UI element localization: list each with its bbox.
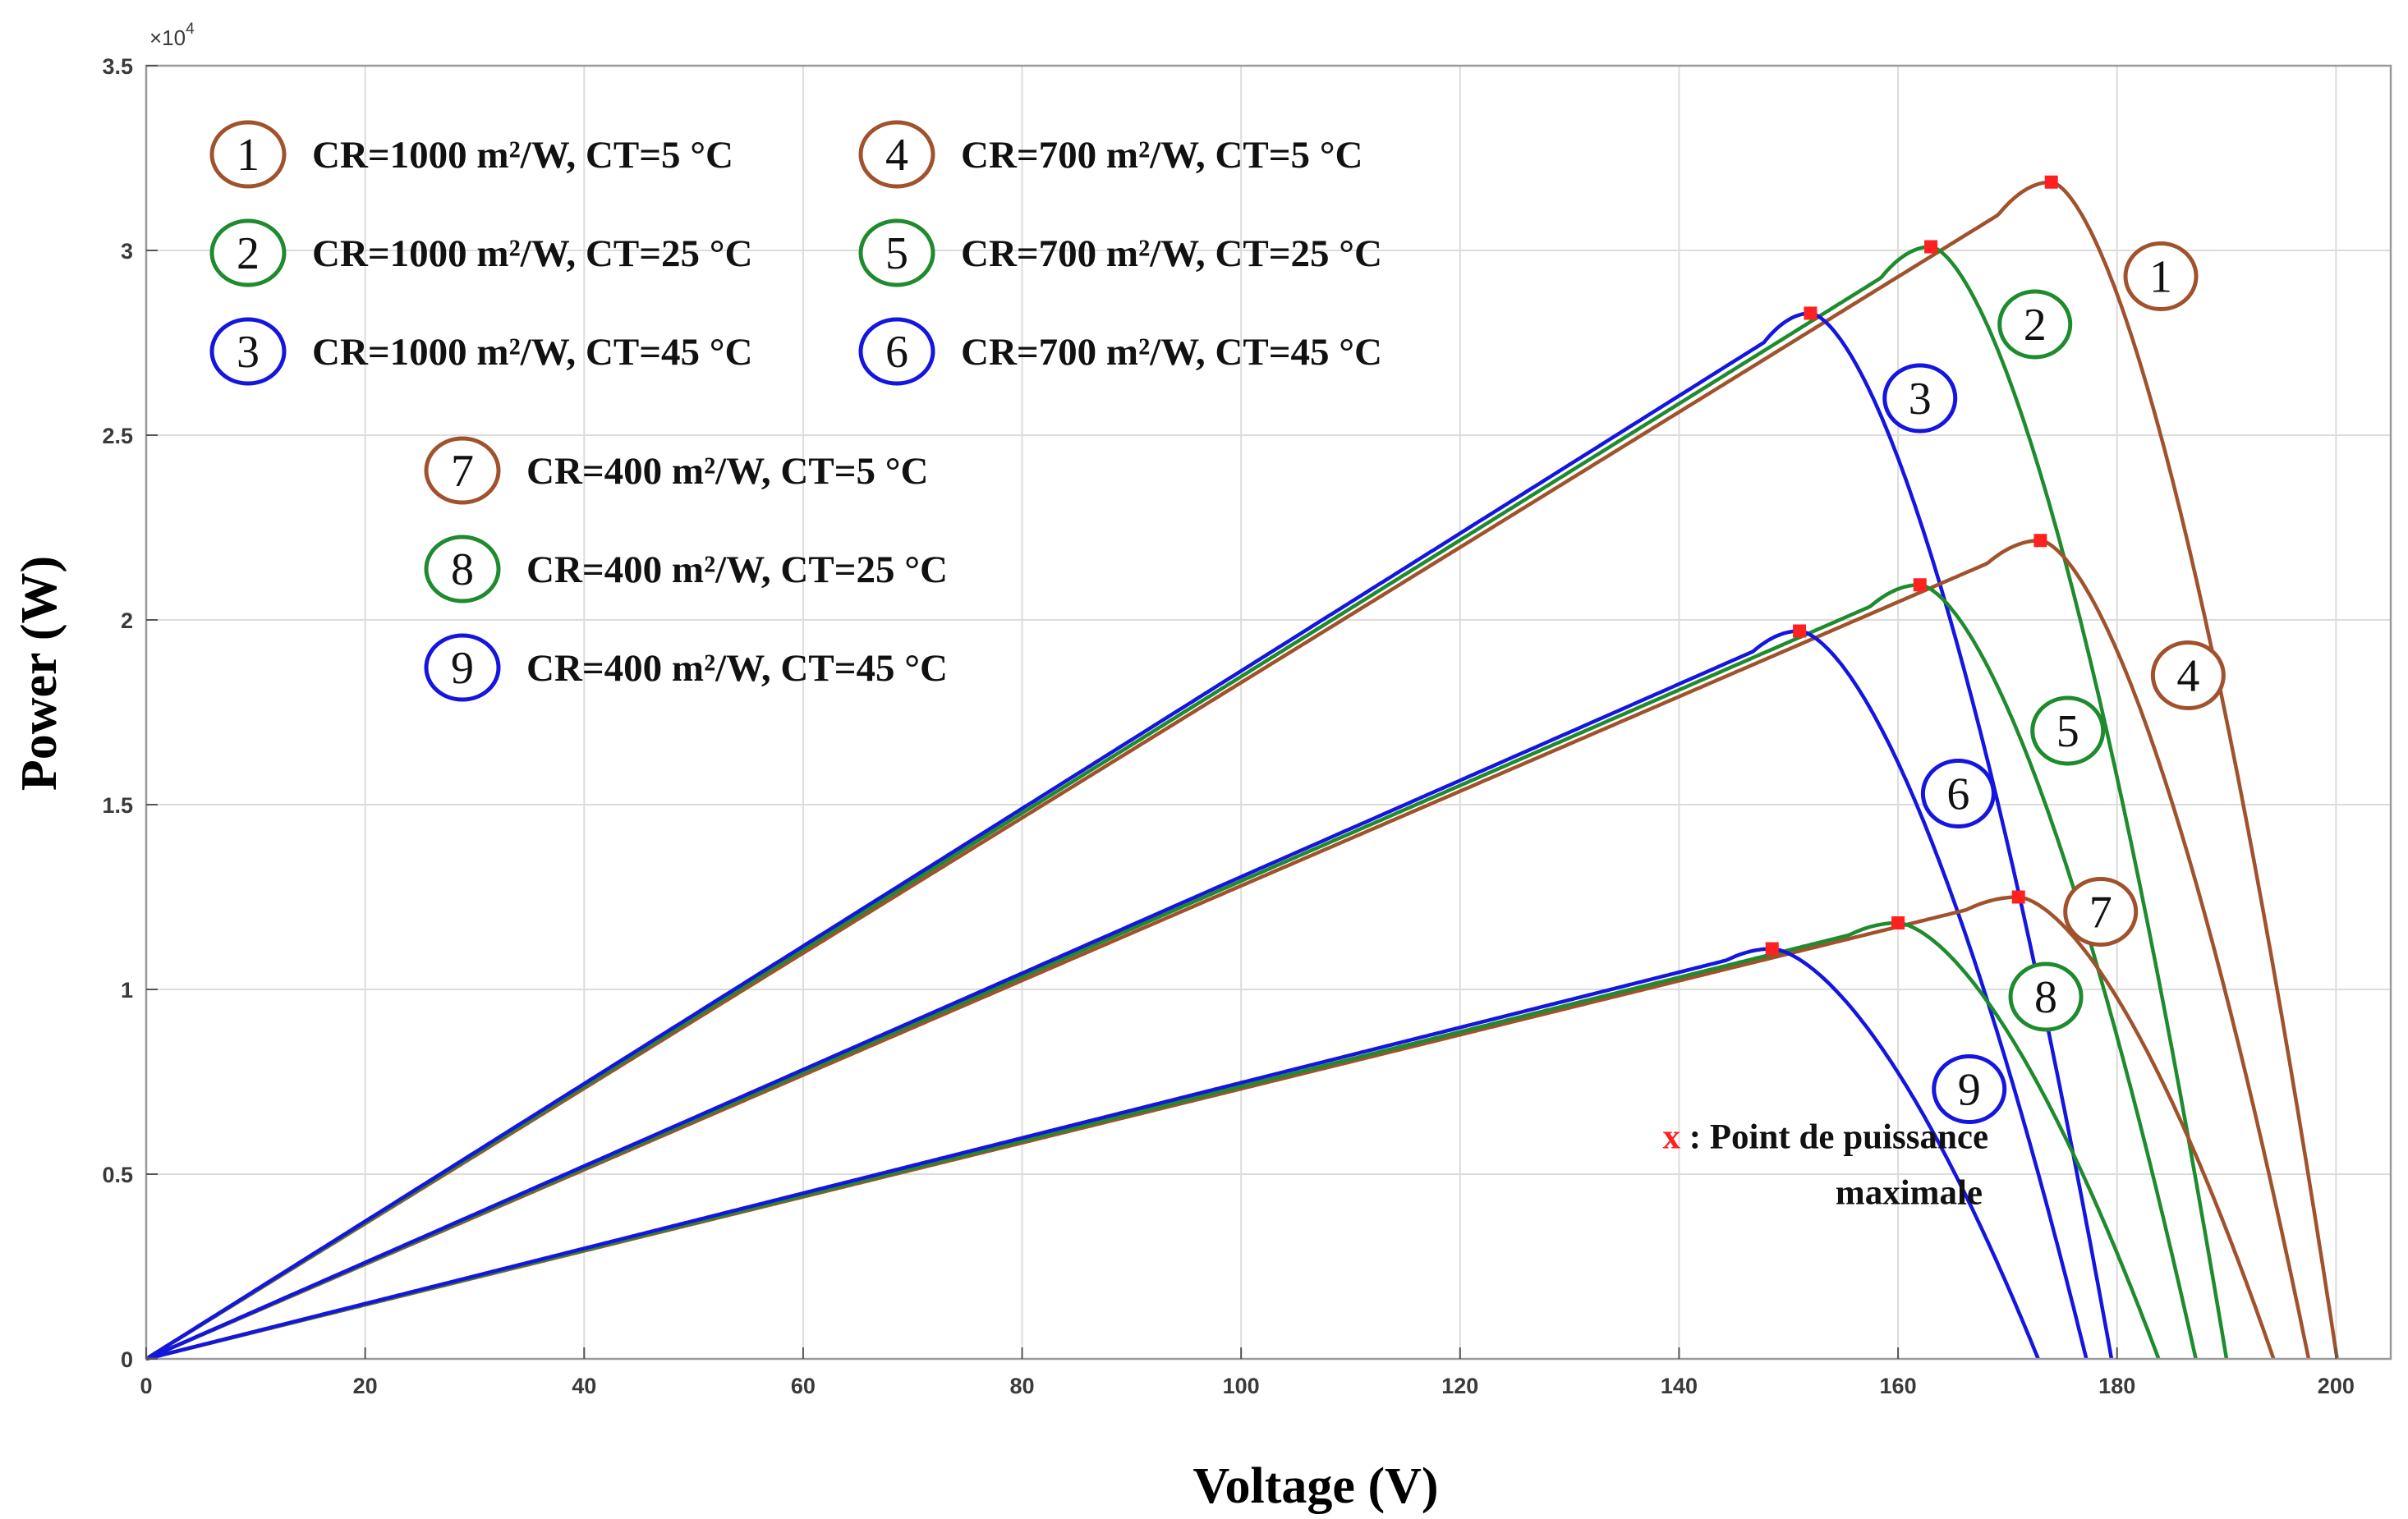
series-6-line	[145, 629, 2089, 1361]
mpp-marker-9	[1765, 942, 1779, 956]
legend-badge-number: 2	[237, 228, 260, 279]
y-multiplier-exponent: 4	[186, 21, 195, 38]
y-multiplier-base: ×10	[149, 25, 186, 50]
curve-badge-8	[2008, 961, 2084, 1032]
max-power-points	[1765, 175, 2058, 956]
curve-badge-5	[2030, 695, 2106, 766]
curve-label-badges: 1 2 3 4 5 6 78 9	[1882, 241, 2226, 1124]
legend-badge-2	[209, 218, 287, 287]
legend-entry-1: CR=1000 m²/W, CT=5 °C	[312, 134, 733, 177]
mpp-annotation-line2: maximale	[1836, 1174, 1983, 1213]
legend-badge-number: 6	[885, 327, 908, 378]
legend-badge-8	[424, 535, 501, 603]
x-tick-label: 80	[1010, 1374, 1035, 1398]
x-tick-label: 0	[140, 1374, 152, 1398]
x-tick-label: 40	[572, 1374, 596, 1398]
x-tick-label: 200	[2318, 1374, 2355, 1398]
curve-badge-3	[1882, 363, 1958, 434]
mpp-annotation-line1: x : Point de puissance	[1662, 1118, 1988, 1157]
x-axis-title: Voltage (V)	[1193, 1458, 1438, 1514]
y-axis-ticks: 0 0.5 1 1.5 2 2.5 3 3.5	[102, 54, 158, 1372]
legend-badge-4	[858, 120, 935, 189]
y-tick-label: 1.5	[102, 793, 133, 818]
mpp-annotation: x : Point de puissance maximale	[1662, 1118, 1988, 1213]
legend-badge-6	[858, 317, 935, 386]
legend-entry-7: CR=400 m²/W, CT=5 °C	[526, 450, 928, 493]
y-tick-label: 3.5	[102, 54, 133, 79]
mpp-marker-7	[2011, 890, 2025, 904]
mpp-marker-4	[2033, 534, 2047, 548]
curve-badge-6	[1920, 759, 1996, 828]
curve-badge-7	[2063, 877, 2139, 947]
curve-badge-number: 9	[1958, 1065, 1981, 1116]
y-tick-label: 2	[121, 608, 133, 633]
legend-badge-number: 1	[237, 130, 260, 181]
legend-badge-7	[424, 436, 501, 505]
legend-badge-number: 7	[451, 446, 474, 497]
mpp-annotation-text: : Point de puissance	[1680, 1118, 1988, 1157]
curve-badge-number: 3	[1909, 374, 1932, 424]
y-tick-label: 0.5	[102, 1163, 133, 1187]
curve-badge-number: 8	[2034, 972, 2057, 1023]
curve-badge-number: 4	[2176, 651, 2199, 702]
legend-entry-9: CR=400 m²/W, CT=45 °C	[526, 647, 948, 690]
legend-badge-9	[424, 633, 501, 702]
legend-badge-number: 4	[885, 130, 908, 181]
curve-badge-4	[2150, 640, 2226, 710]
plot-area	[146, 66, 2391, 1359]
series-layer	[145, 180, 2339, 1361]
y-tick-label: 3	[121, 239, 133, 264]
x-tick-label: 100	[1223, 1374, 1260, 1398]
curve-badge-number: 2	[2024, 300, 2047, 351]
legend-badge-number: 5	[885, 228, 908, 279]
x-tick-label: 180	[2098, 1374, 2135, 1398]
x-tick-label: 60	[791, 1374, 816, 1398]
legend-badge-1	[209, 120, 287, 189]
legend-badge-number: 9	[451, 643, 474, 694]
mpp-marker-1	[2044, 175, 2058, 189]
y-tick-label: 0	[121, 1347, 133, 1372]
mpp-marker-6	[1793, 624, 1807, 638]
x-axis-ticks: 0 20 40 60 80 100 120 140 160 180 200	[140, 1347, 2355, 1398]
curve-badge-number: 6	[1946, 769, 1969, 820]
x-tick-label: 20	[353, 1374, 378, 1398]
y-axis-title: Power (W)	[11, 556, 67, 791]
legend-entry-5: CR=700 m²/W, CT=25 °C	[961, 232, 1382, 275]
plot-frame	[145, 64, 2392, 1361]
series-9-line	[145, 947, 2040, 1361]
legend-badge-5	[858, 218, 935, 287]
legend-entry-2: CR=1000 m²/W, CT=25 °C	[312, 232, 752, 275]
legend-badge-number: 3	[237, 327, 260, 378]
curve-badge-number: 5	[2056, 706, 2079, 757]
mpp-marker-2	[1924, 240, 1938, 254]
mpp-marker-5	[1913, 578, 1927, 592]
x-tick-label: 140	[1661, 1374, 1698, 1398]
legend-entry-6: CR=700 m²/W, CT=45 °C	[961, 331, 1382, 374]
curve-badge-9	[1932, 1054, 2007, 1124]
legend-badge-3	[209, 317, 287, 386]
y-multiplier-label: ×104	[149, 21, 195, 50]
series-3-line	[145, 311, 2114, 1361]
curve-badge-number: 7	[2089, 888, 2112, 938]
legend-entry-3: CR=1000 m²/W, CT=45 °C	[312, 331, 752, 374]
legend-entry-8: CR=400 m²/W, CT=25 °C	[526, 548, 948, 591]
curve-badge-number: 1	[2149, 252, 2172, 303]
x-tick-label: 120	[1441, 1374, 1478, 1398]
legend: 1 CR=1000 m²/W, CT=5 °C 2 CR=1000 m²/W, CT=…	[209, 120, 1382, 702]
legend-badge-number: 8	[451, 544, 474, 595]
mpp-marker-3	[1804, 306, 1817, 320]
mpp-annotation-marker: x	[1662, 1118, 1680, 1157]
y-tick-label: 2.5	[102, 424, 133, 448]
curve-badge-2	[1997, 289, 2073, 360]
mpp-marker-8	[1891, 916, 1905, 929]
y-tick-label: 1	[121, 978, 133, 1003]
curve-badge-1	[2123, 241, 2199, 311]
legend-entry-4: CR=700 m²/W, CT=5 °C	[961, 134, 1363, 177]
x-tick-label: 160	[1880, 1374, 1917, 1398]
